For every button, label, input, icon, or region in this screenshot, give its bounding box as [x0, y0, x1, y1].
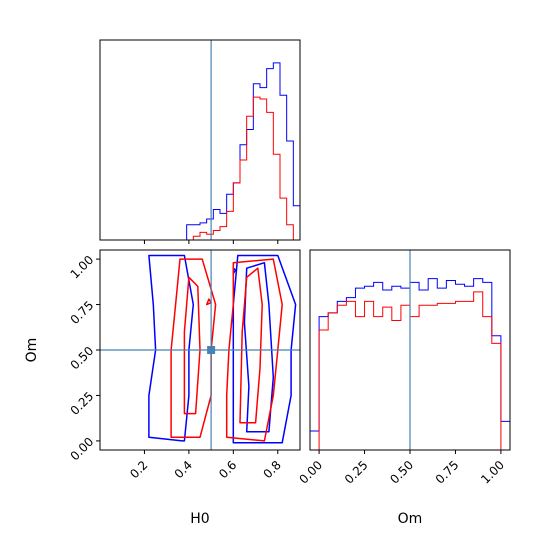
contour-blue-level [148, 254, 195, 442]
H0-Om-contour-panel: 0.2 0.4 0.6 0.8 0.00 0.25 0.50 0.75 1.00 H0 Om [24, 249, 301, 527]
H0_Om_contour-ytick-label: 1.00 [68, 253, 97, 282]
histogram-blue-series [100, 62, 301, 241]
Om_hist-xtick-label: 0.25 [342, 458, 371, 487]
H0_Om_contour-ytick-label: 0.50 [68, 344, 97, 373]
Om_hist-xtick-label: 0.75 [433, 458, 462, 487]
contour-blue-level [232, 254, 297, 444]
H0_Om_contour-xtick-label: 0.2 [127, 458, 150, 481]
H0_Om_contour-ytick-label: 0.00 [68, 435, 97, 464]
contour-red-level [239, 267, 263, 424]
contour-red-level [225, 258, 283, 442]
contour-red-level [170, 258, 217, 439]
H0_Om_contour-ytick-label: 0.25 [68, 389, 97, 418]
contour-red-level [183, 276, 201, 415]
H0-histogram-panel [99, 39, 301, 244]
H0_hist-frame [99, 39, 301, 241]
Om-histogram-panel: 0.00 0.25 0.50 0.75 1.00 Om [296, 249, 511, 527]
H0_Om_contour-xtick-label: 0.8 [260, 458, 283, 481]
contour-layer [148, 254, 297, 444]
contour-red-level [205, 298, 212, 306]
H0_Om_contour-ytick-label: 0.75 [68, 298, 97, 327]
Om_hist-xtick-label: 0.50 [387, 458, 416, 487]
H0_Om_contour-xtick-label: 0.4 [172, 458, 195, 481]
x-axis-label: H0 [190, 511, 209, 527]
histogram-red-series [100, 96, 300, 241]
truth-marker [207, 346, 216, 354]
contour-blue-level [243, 261, 275, 433]
y-axis-label: Om [24, 338, 40, 363]
Om_hist-xtick-label: 1.00 [478, 458, 507, 487]
x-axis-label: Om [398, 511, 423, 527]
histogram-red-series [310, 291, 510, 451]
H0_Om_contour-xtick-label: 0.6 [216, 458, 239, 481]
Om_hist-xtick-label: 0.00 [296, 458, 325, 487]
